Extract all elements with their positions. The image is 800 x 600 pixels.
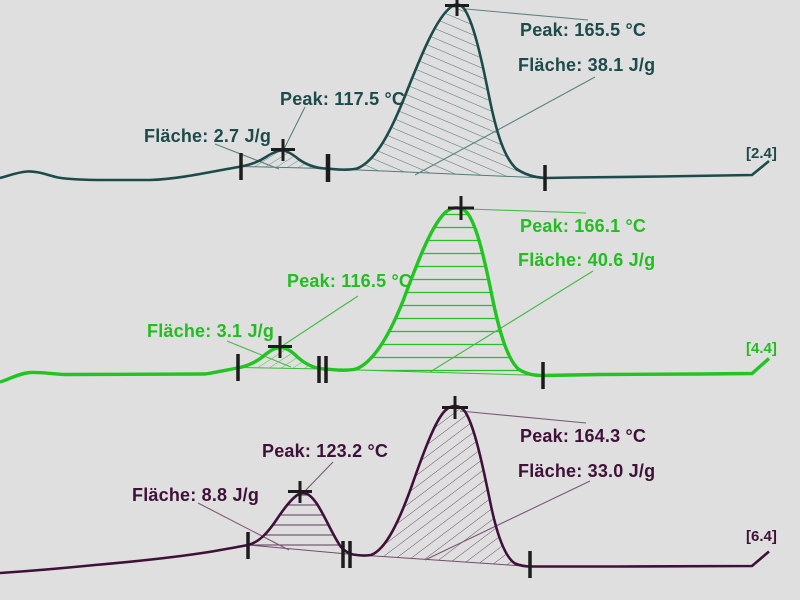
peak-area-annotation: Fläche: 40.6 J/g [518, 250, 656, 270]
bottom-integration-baseline-main [352, 554, 532, 567]
bottom-leader-peak-main [459, 410, 587, 424]
curve-group-top [0, 0, 770, 191]
curve-id-tag: [2.4] [746, 145, 777, 162]
middle-integration-baseline-small [239, 367, 325, 370]
peak-temp-annotation: Peak: 165.5 °C [520, 20, 647, 40]
middle-integration-baseline-main [323, 368, 544, 376]
peak-area-annotation: Fläche: 38.1 J/g [518, 55, 656, 75]
bottom-leader-peak-small [303, 461, 334, 493]
middle-leader-area-small [226, 340, 292, 368]
peak-area-annotation: Fläche: 8.8 J/g [132, 485, 260, 505]
peak-temp-annotation: Peak: 116.5 °C [287, 271, 413, 291]
middle-leader-peak-main [467, 208, 587, 214]
top-integration-baseline-main [324, 168, 546, 179]
top-dsc-curve [0, 3, 770, 182]
curve-group-bottom [0, 396, 770, 578]
curve-id-tag: [6.4] [746, 528, 777, 545]
bottom-main-peak-hatch [353, 406, 531, 567]
top-limit-ticks [239, 153, 547, 191]
peak-area-annotation: Fläche: 3.1 J/g [147, 321, 275, 341]
middle-peak-markers [268, 196, 474, 358]
top-leader-peak-main [465, 8, 589, 21]
top-leader-area-small [214, 143, 280, 170]
peak-area-annotation: Fläche: 33.0 J/g [518, 461, 656, 481]
bottom-leader-area-main [424, 480, 591, 561]
middle-limit-ticks [236, 354, 545, 389]
peak-temp-annotation: Peak: 117.5 °C [280, 89, 406, 109]
bottom-integration-baseline-small [247, 544, 354, 555]
bottom-leader-area-small [197, 502, 290, 551]
peak-temp-annotation: Peak: 164.3 °C [520, 426, 647, 446]
curve-id-tag: [4.4] [746, 340, 777, 357]
bottom-small-peak-hatch [248, 492, 353, 555]
curve-group-middle [0, 196, 771, 389]
peak-temp-annotation: Peak: 166.1 °C [520, 216, 647, 236]
middle-main-peak-hatch [324, 207, 543, 376]
peak-temp-annotation: Peak: 123.2 °C [262, 441, 389, 461]
peak-area-annotation: Fläche: 2.7 J/g [144, 126, 272, 146]
middle-leader-peak-small [281, 295, 359, 347]
bottom-peak-markers [288, 396, 468, 503]
top-integration-baseline-small [240, 166, 326, 169]
middle-leader-area-main [429, 270, 594, 373]
top-leader-area-main [414, 76, 596, 176]
bottom-limit-ticks [246, 532, 532, 578]
top-peak-markers [271, 0, 469, 161]
middle-dsc-curve [0, 206, 771, 384]
top-leader-peak-small [283, 106, 306, 150]
middle-small-peak-hatch [240, 347, 324, 369]
